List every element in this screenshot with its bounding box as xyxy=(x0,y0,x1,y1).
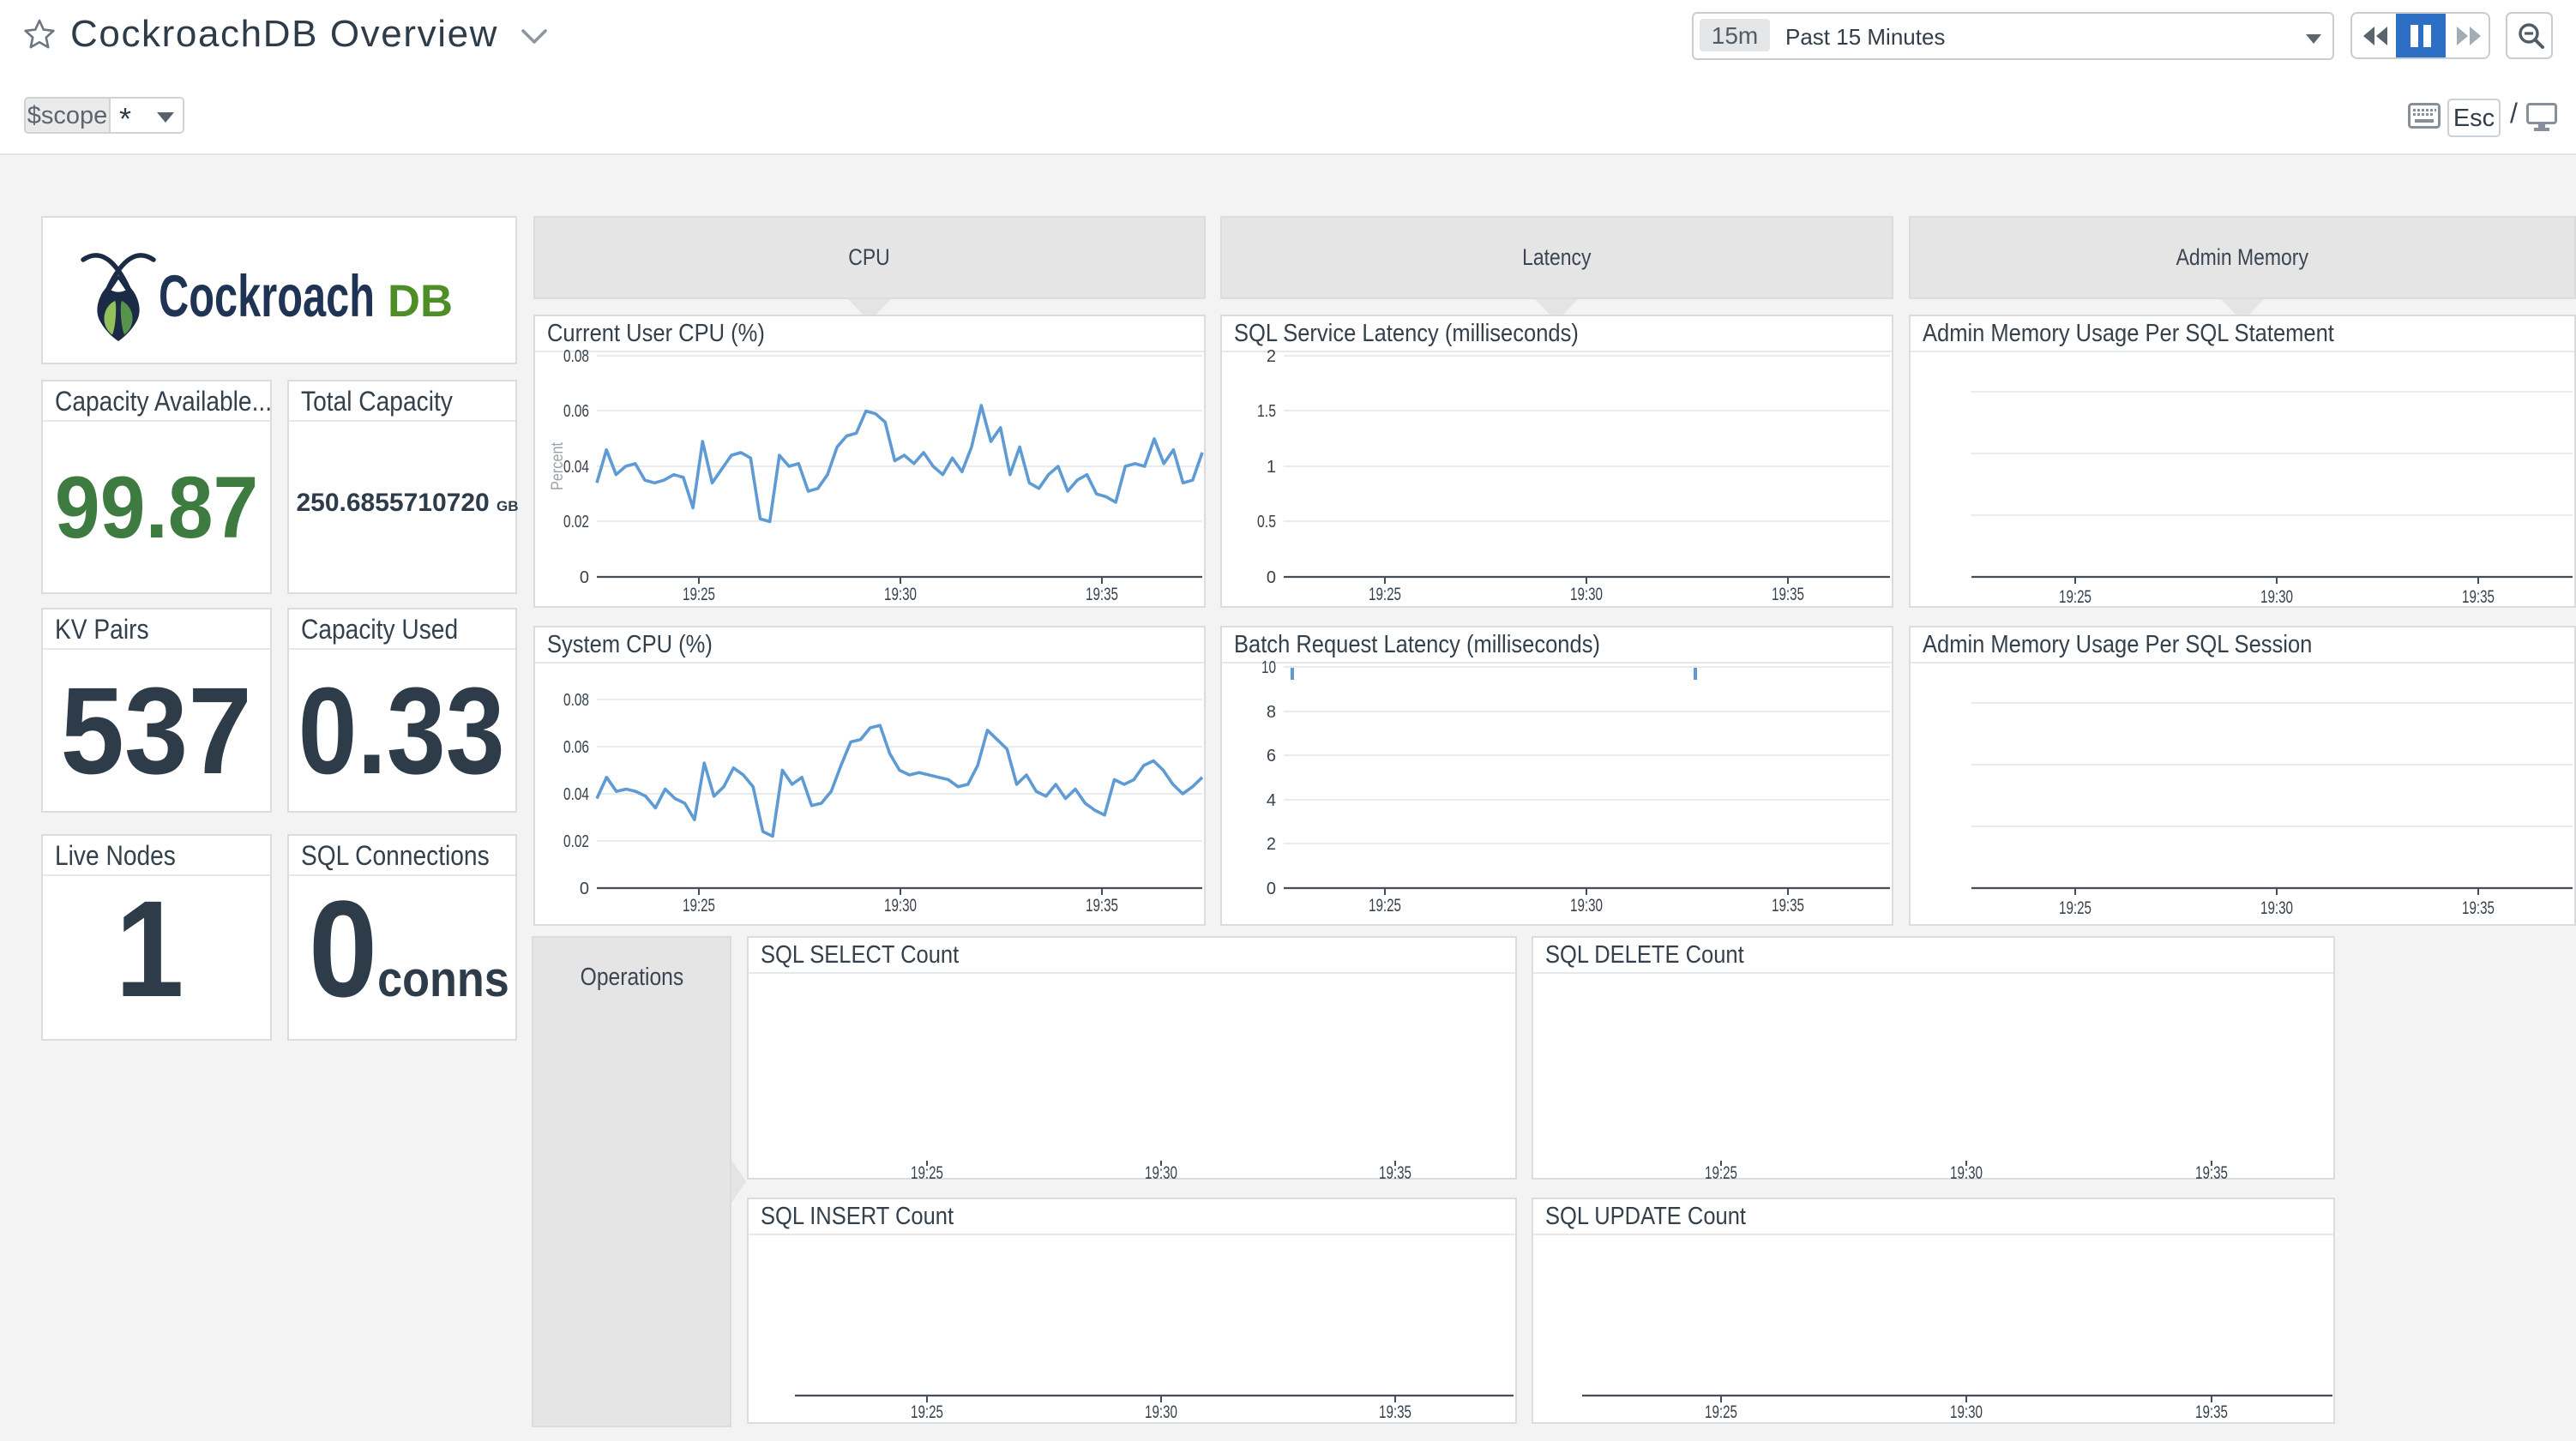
svg-text:19:30: 19:30 xyxy=(1570,896,1603,916)
svg-text:0: 0 xyxy=(580,568,589,587)
svg-text:19:25: 19:25 xyxy=(2059,898,2091,918)
svg-text:1.5: 1.5 xyxy=(1257,402,1276,421)
svg-text:19:25: 19:25 xyxy=(683,896,715,916)
svg-text:19:25: 19:25 xyxy=(1369,896,1401,916)
svg-text:19:25: 19:25 xyxy=(1705,1402,1737,1422)
svg-text:0.08: 0.08 xyxy=(563,691,589,710)
svg-text:19:25: 19:25 xyxy=(1369,585,1401,604)
svg-text:19:35: 19:35 xyxy=(1772,896,1804,916)
svg-text:0: 0 xyxy=(580,880,589,898)
svg-text:19:25: 19:25 xyxy=(911,1402,943,1422)
svg-text:19:30: 19:30 xyxy=(1950,1163,1983,1183)
svg-text:0: 0 xyxy=(1267,568,1276,587)
svg-text:19:35: 19:35 xyxy=(1086,585,1118,604)
svg-text:19:30: 19:30 xyxy=(884,896,917,916)
svg-text:19:35: 19:35 xyxy=(1086,896,1118,916)
svg-text:0.06: 0.06 xyxy=(563,402,589,421)
svg-text:19:25: 19:25 xyxy=(683,585,715,604)
svg-text:19:35: 19:35 xyxy=(2195,1402,2228,1422)
svg-text:1: 1 xyxy=(1267,458,1276,477)
svg-text:2: 2 xyxy=(1267,347,1276,366)
svg-text:19:30: 19:30 xyxy=(1145,1402,1177,1422)
svg-text:2: 2 xyxy=(1267,835,1276,854)
svg-text:19:35: 19:35 xyxy=(2462,587,2495,607)
svg-text:19:30: 19:30 xyxy=(1950,1402,1983,1422)
svg-text:19:30: 19:30 xyxy=(1145,1163,1177,1183)
svg-text:10: 10 xyxy=(1261,658,1276,677)
svg-text:0.02: 0.02 xyxy=(563,832,589,851)
svg-text:19:35: 19:35 xyxy=(1379,1163,1411,1183)
svg-text:19:25: 19:25 xyxy=(911,1163,943,1183)
svg-text:6: 6 xyxy=(1267,747,1276,766)
svg-text:19:35: 19:35 xyxy=(2462,898,2495,918)
svg-text:Cockroach: Cockroach xyxy=(159,263,375,329)
svg-text:0.06: 0.06 xyxy=(563,738,589,757)
svg-text:4: 4 xyxy=(1267,791,1276,810)
svg-text:19:35: 19:35 xyxy=(2195,1163,2228,1183)
svg-text:0.08: 0.08 xyxy=(563,347,589,366)
svg-text:0.04: 0.04 xyxy=(563,785,589,804)
svg-text:Percent: Percent xyxy=(549,441,567,490)
svg-text:DB: DB xyxy=(388,276,453,327)
svg-text:0.04: 0.04 xyxy=(563,458,589,477)
svg-text:19:30: 19:30 xyxy=(1570,585,1603,604)
svg-text:19:30: 19:30 xyxy=(884,585,917,604)
svg-text:19:25: 19:25 xyxy=(1705,1163,1737,1183)
svg-text:19:30: 19:30 xyxy=(2260,898,2293,918)
svg-text:19:25: 19:25 xyxy=(2059,587,2091,607)
svg-text:8: 8 xyxy=(1267,703,1276,722)
svg-text:0.02: 0.02 xyxy=(563,513,589,531)
svg-text:19:30: 19:30 xyxy=(2260,587,2293,607)
svg-text:0.5: 0.5 xyxy=(1257,513,1276,531)
svg-text:19:35: 19:35 xyxy=(1379,1402,1411,1422)
svg-text:19:35: 19:35 xyxy=(1772,585,1804,604)
svg-text:0: 0 xyxy=(1267,880,1276,898)
